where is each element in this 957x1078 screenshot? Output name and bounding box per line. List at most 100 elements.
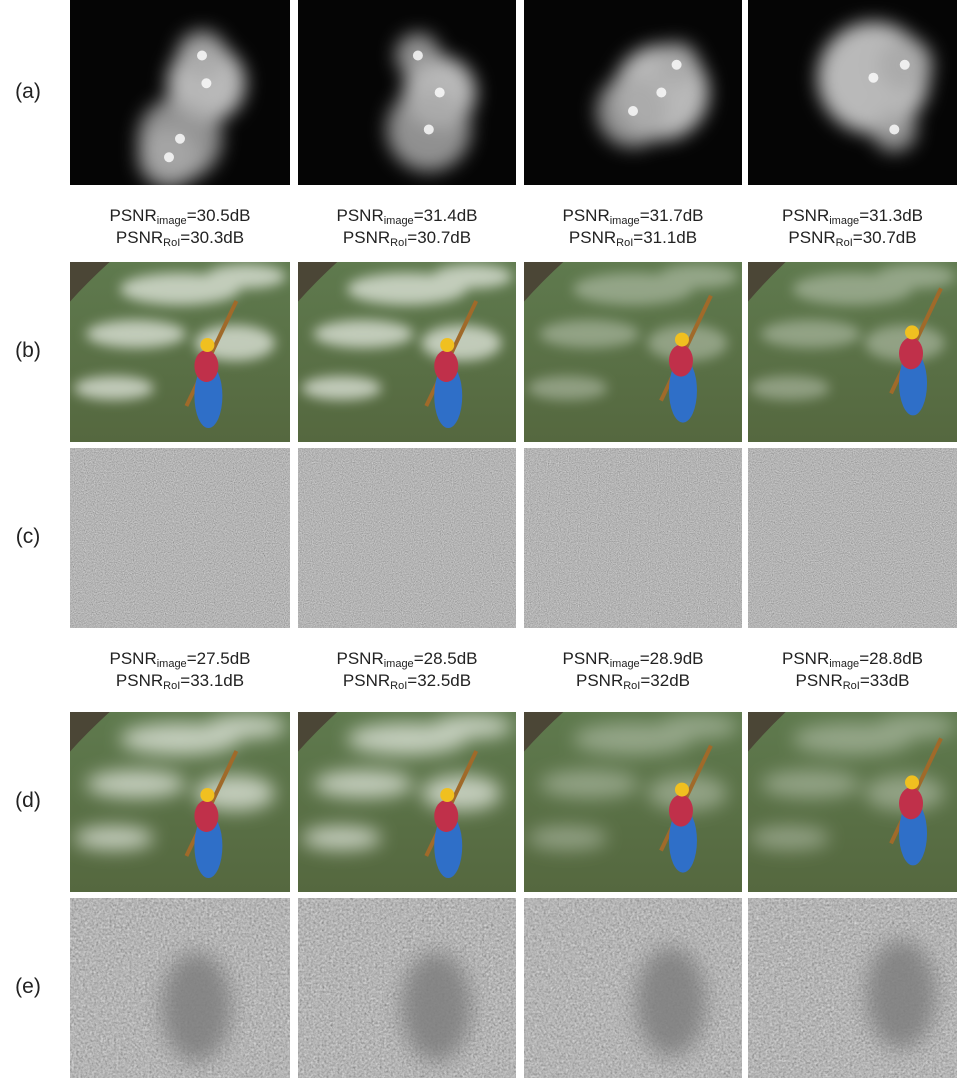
image-panel — [524, 448, 742, 628]
metric-name: PSNR — [116, 228, 163, 247]
metric-name: PSNR — [788, 228, 835, 247]
metric-value: =28.5dB — [414, 649, 478, 668]
metric-name: PSNR — [343, 228, 390, 247]
heat-peak — [424, 125, 434, 135]
foam-patch — [761, 770, 861, 798]
foam-patch — [539, 320, 639, 348]
heat-peak — [175, 134, 185, 144]
metric-value: =31.1dB — [633, 228, 697, 247]
panel-graphic — [748, 262, 957, 442]
panel-graphic — [298, 898, 516, 1078]
heat-peak — [197, 51, 207, 61]
helmet — [200, 788, 214, 802]
metric-subscript: RoI — [390, 680, 407, 692]
metric-subscript: image — [157, 658, 187, 670]
psnr-line: PSNRRoI=32.5dB — [288, 670, 526, 692]
image-panel — [748, 712, 957, 892]
psnr-line: PSNRimage=28.8dB — [738, 648, 957, 670]
panel-graphic — [70, 712, 290, 892]
foam-patch — [86, 320, 186, 348]
foam-patch — [761, 320, 861, 348]
noise-texture — [524, 898, 742, 1078]
image-panel — [748, 448, 957, 628]
panel-graphic — [524, 448, 742, 628]
psnr-line: PSNRRoI=33dB — [738, 670, 957, 692]
heat-peak — [435, 88, 445, 98]
foam-patch — [302, 826, 382, 850]
foam-patch — [750, 826, 830, 850]
psnr-line: PSNRimage=28.5dB — [288, 648, 526, 670]
noise-texture — [524, 448, 742, 628]
foam-patch — [206, 714, 286, 738]
metric-name: PSNR — [336, 206, 383, 225]
foam-patch — [539, 770, 639, 798]
noise-texture — [298, 448, 516, 628]
panel-graphic — [70, 898, 290, 1078]
image-panel — [748, 0, 957, 185]
panel-graphic — [70, 262, 290, 442]
paddler-body — [899, 337, 923, 369]
panel-graphic — [524, 712, 742, 892]
helmet — [675, 783, 689, 797]
metric-value: =32dB — [640, 671, 690, 690]
paddler-body — [194, 800, 218, 832]
panel-graphic — [748, 0, 957, 185]
metric-subscript: image — [610, 215, 640, 227]
metric-value: =31.7dB — [640, 206, 704, 225]
image-panel — [748, 262, 957, 442]
metric-value: =30.7dB — [407, 228, 471, 247]
psnr-line: PSNRRoI=33.1dB — [60, 670, 300, 692]
figure: (a)(b)(c)(d)(e)PSNRimage=30.5dBPSNRRoI=3… — [0, 0, 957, 1078]
metric-value: =33.1dB — [180, 671, 244, 690]
metric-subscript: RoI — [836, 237, 853, 249]
metric-subscript: image — [829, 658, 859, 670]
row-label: (e) — [8, 975, 48, 999]
foam-patch — [875, 714, 955, 738]
psnr-line: PSNRRoI=31.1dB — [514, 227, 752, 249]
psnr-line: PSNRRoI=30.7dB — [288, 227, 526, 249]
metric-name: PSNR — [782, 649, 829, 668]
foam-patch — [74, 826, 154, 850]
foam-patch — [528, 826, 608, 850]
image-panel — [524, 262, 742, 442]
heat-peak — [413, 51, 423, 61]
foam-patch — [206, 264, 286, 288]
row-label: (c) — [8, 525, 48, 549]
row-label: (a) — [8, 80, 48, 104]
heat-peak — [201, 78, 211, 88]
noise-texture — [70, 448, 290, 628]
foam-patch — [313, 770, 413, 798]
helmet — [440, 338, 454, 352]
metric-subscript: RoI — [616, 237, 633, 249]
panel-graphic — [748, 712, 957, 892]
paddler-body — [434, 350, 458, 382]
paddler-body — [194, 350, 218, 382]
panel-graphic — [298, 262, 516, 442]
heat-peak — [889, 125, 899, 135]
metric-subscript: image — [157, 215, 187, 227]
panel-graphic — [70, 448, 290, 628]
metric-name: PSNR — [343, 671, 390, 690]
image-panel — [298, 898, 516, 1078]
heat-peak — [628, 106, 638, 116]
panel-graphic — [524, 262, 742, 442]
metric-subscript: RoI — [843, 680, 860, 692]
metric-value: =33dB — [860, 671, 910, 690]
image-panel — [70, 898, 290, 1078]
foam-patch — [86, 770, 186, 798]
heat-peak — [868, 73, 878, 83]
foam-patch — [432, 264, 512, 288]
metric-name: PSNR — [796, 671, 843, 690]
metric-subscript: image — [829, 215, 859, 227]
image-panel — [298, 712, 516, 892]
heat-peak — [672, 60, 682, 70]
helmet — [905, 325, 919, 339]
foam-patch — [302, 376, 382, 400]
metric-subscript: RoI — [623, 680, 640, 692]
metric-value: =31.3dB — [859, 206, 923, 225]
